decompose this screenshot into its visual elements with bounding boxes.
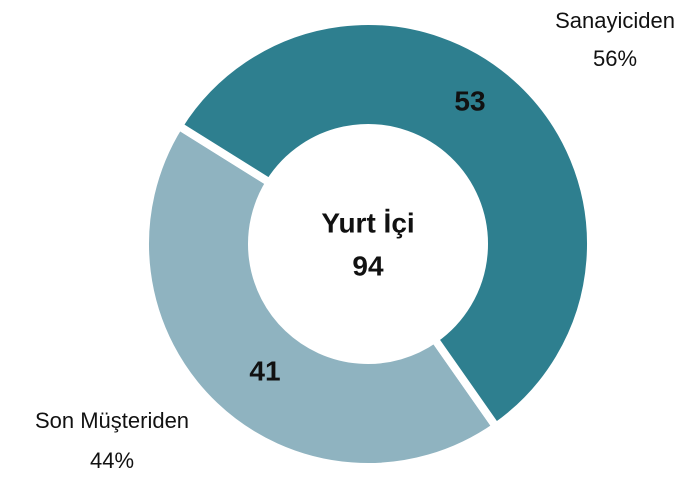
center-total: 94 bbox=[352, 250, 384, 281]
category-label: Sanayiciden bbox=[555, 8, 675, 33]
donut-slice bbox=[141, 120, 502, 471]
value-label: 53 bbox=[454, 85, 485, 116]
category-label: Son Müşteriden bbox=[35, 408, 189, 433]
percent-label: 44% bbox=[90, 448, 134, 473]
center-label: Yurt İçi bbox=[321, 207, 414, 238]
percent-label: 56% bbox=[593, 46, 637, 71]
donut-slice bbox=[173, 17, 595, 433]
value-label: 41 bbox=[249, 355, 280, 386]
